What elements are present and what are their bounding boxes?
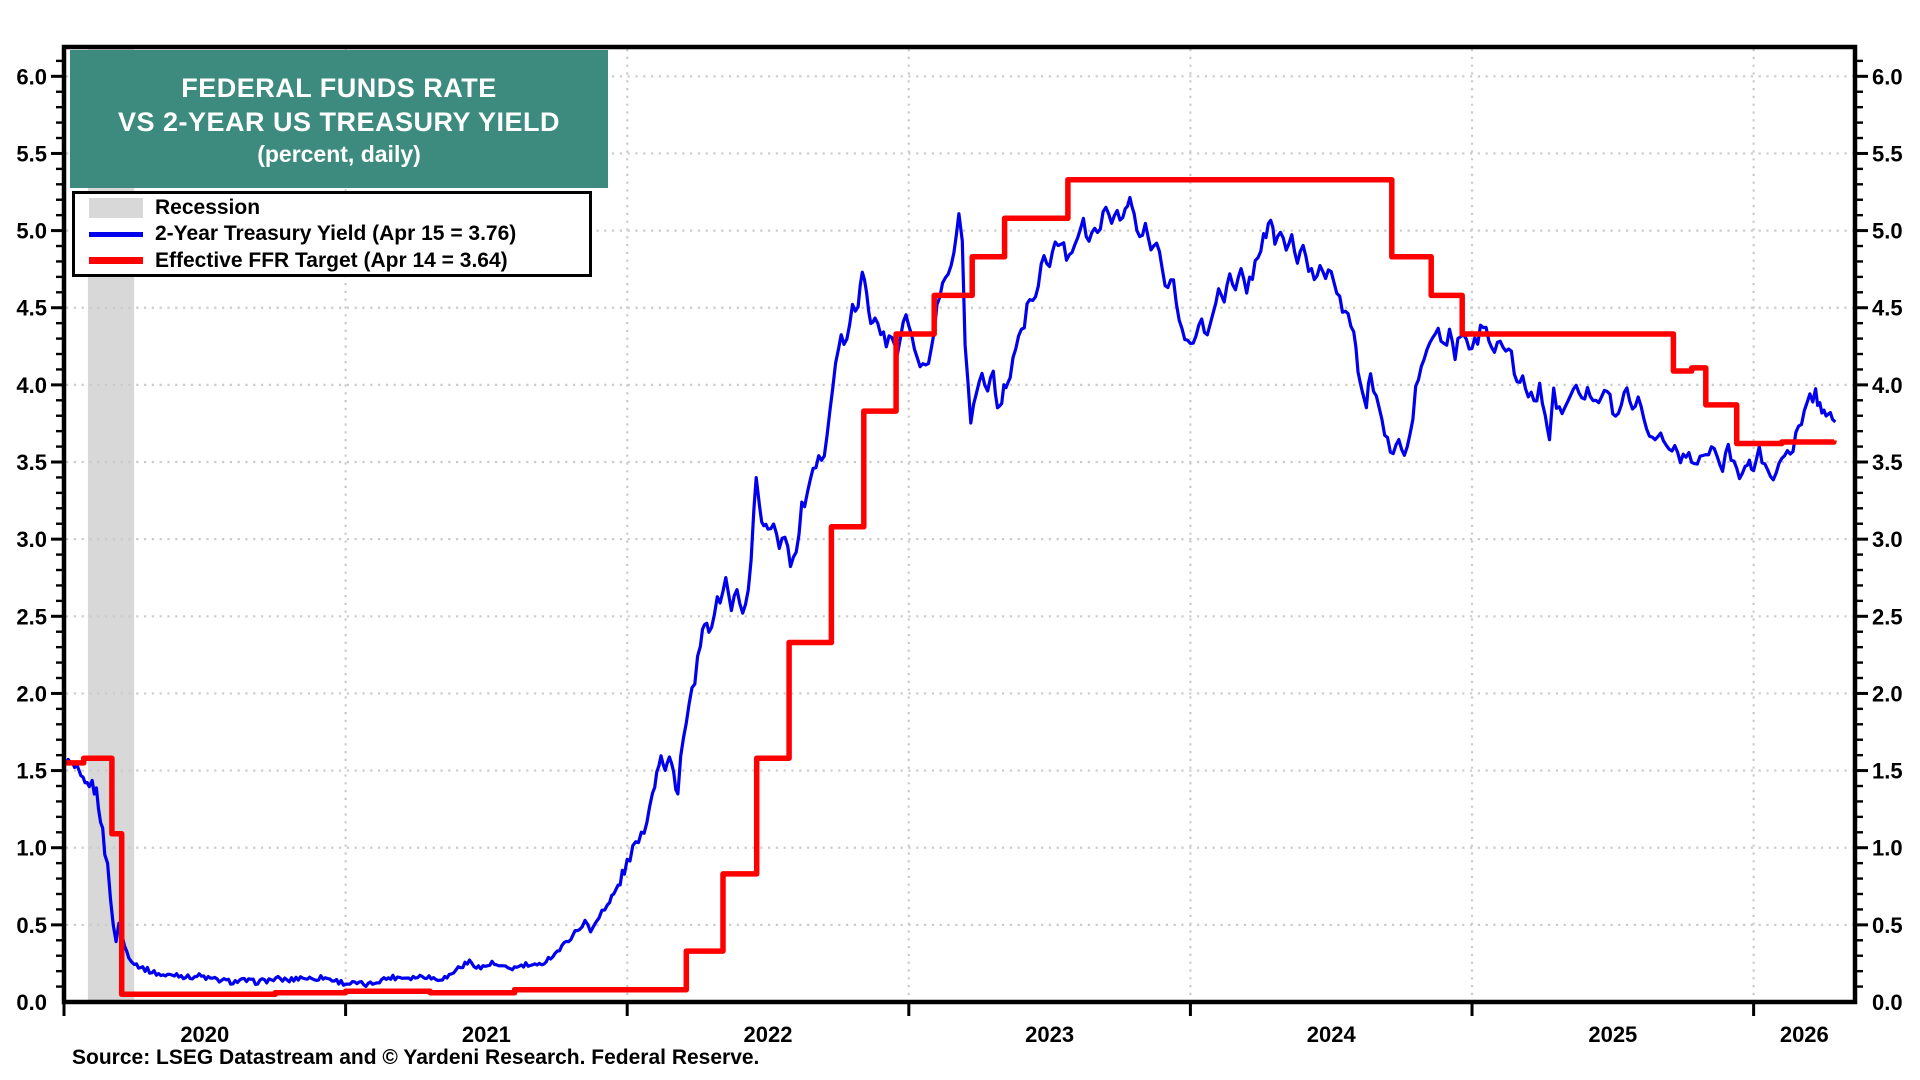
ffr-target-line [64,176,1837,998]
plot-frame [61,44,1858,1005]
red-line-swatch [89,257,143,264]
data-series [62,176,1837,998]
tick-label: 3.5 [1872,450,1903,475]
tick-label: 2.5 [1872,604,1903,629]
axis-ticks [51,59,1868,1016]
tick-label: 4.5 [1872,296,1903,321]
tick-label: 3.0 [1872,527,1903,552]
tick-label: 2025 [1588,1022,1637,1047]
tick-label: 1.5 [1872,759,1903,784]
tick-label: 4.5 [16,296,47,321]
tick-label: 2026 [1780,1022,1829,1047]
chart-title-line2: VS 2-YEAR US TREASURY YIELD [117,107,561,138]
legend-item-recession: Recession [75,195,589,221]
tick-label: 2024 [1307,1022,1357,1047]
axis-labels: 0.0 0.0 0.5 0.5 1.0 1.0 1.5 1.5 2.0 2.0 2.5 2.5 3.0 3… [16,64,1902,1047]
tick-label: 4.0 [1872,373,1903,398]
tick-label: 2022 [744,1022,793,1047]
blue-line-swatch [89,231,143,237]
legend-item-ffr-target: Effective FFR Target (Apr 14 = 3.64) [75,248,589,274]
tick-label: 0.0 [1872,990,1903,1015]
tick-label: 0.5 [16,913,47,938]
tick-label: 2020 [180,1022,229,1047]
tick-label: 2.5 [16,604,47,629]
legend-label-ffr-target: Effective FFR Target (Apr 14 = 3.64) [155,248,508,272]
tick-label: 3.0 [16,527,47,552]
tick-label: 6.0 [1872,64,1903,89]
tick-label: 1.0 [16,836,47,861]
recession-swatch [89,197,143,218]
tick-label: 1.5 [16,759,47,784]
tick-label: 2.0 [16,681,47,706]
chart-subtitle: (percent, daily) [257,140,421,167]
chart-title-box: FEDERAL FUNDS RATE VS 2-YEAR US TREASURY… [70,50,608,188]
legend-label-recession: Recession [155,195,261,219]
legend-label-treasury-yield: 2-Year Treasury Yield (Apr 15 = 3.76) [155,222,517,245]
tick-label: 5.5 [1872,141,1903,166]
legend: Recession 2-Year Treasury Yield (Apr 15 … [72,191,592,277]
tick-label: 6.0 [16,64,47,89]
tick-label: 5.0 [1872,219,1903,244]
tick-label: 2.0 [1872,681,1903,706]
legend-item-treasury-yield: 2-Year Treasury Yield (Apr 15 = 3.76) [75,221,589,247]
tick-label: 3.5 [16,450,47,475]
treasury-yield-line [62,195,1837,988]
tick-label: 0.5 [1872,913,1903,938]
source-note: Source: LSEG Datastream and © Yardeni Re… [72,1046,760,1069]
tick-label: 5.5 [16,141,47,166]
tick-label: 1.0 [1872,836,1903,861]
chart-title-line1: FEDERAL FUNDS RATE [181,72,497,103]
tick-label: 0.0 [16,990,47,1015]
tick-label: 2021 [462,1022,511,1047]
tick-label: 4.0 [16,373,47,398]
tick-label: 5.0 [16,219,47,244]
tick-label: 2023 [1025,1022,1074,1047]
